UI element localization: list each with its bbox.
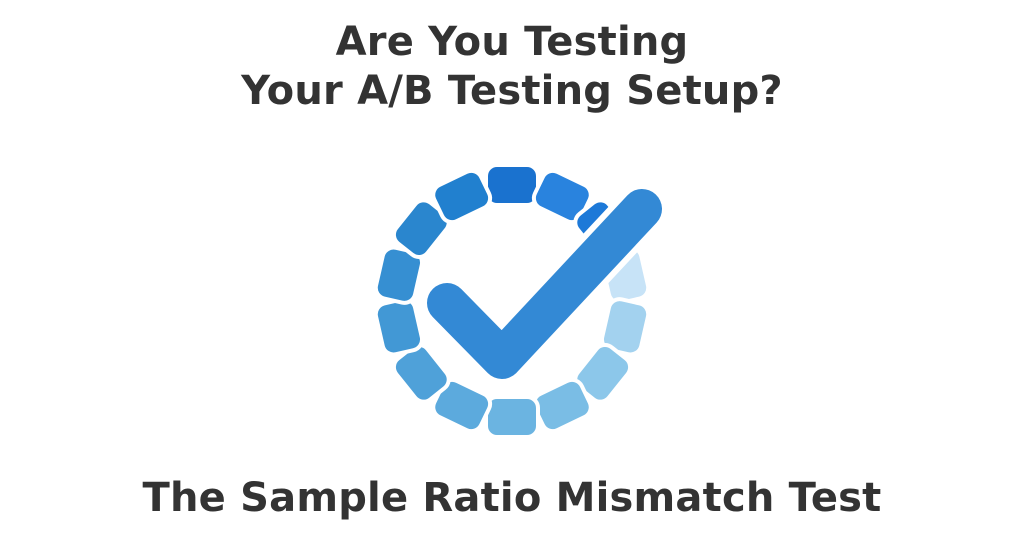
page-title: Are You Testing Your A/B Testing Setup? [241, 18, 783, 116]
infographic-page: Are You Testing Your A/B Testing Setup? … [0, 0, 1024, 550]
checkmark-ring-logo [352, 135, 672, 455]
ring-segment [374, 297, 425, 357]
checkmark-ring-icon [352, 135, 672, 455]
page-title-line-1: Are You Testing [336, 19, 689, 65]
page-subtitle: The Sample Ratio Mismatch Test [143, 474, 882, 522]
page-title-line-2: Your A/B Testing Setup? [241, 68, 783, 114]
ring-segment [486, 165, 538, 205]
ring-segment [486, 397, 538, 437]
